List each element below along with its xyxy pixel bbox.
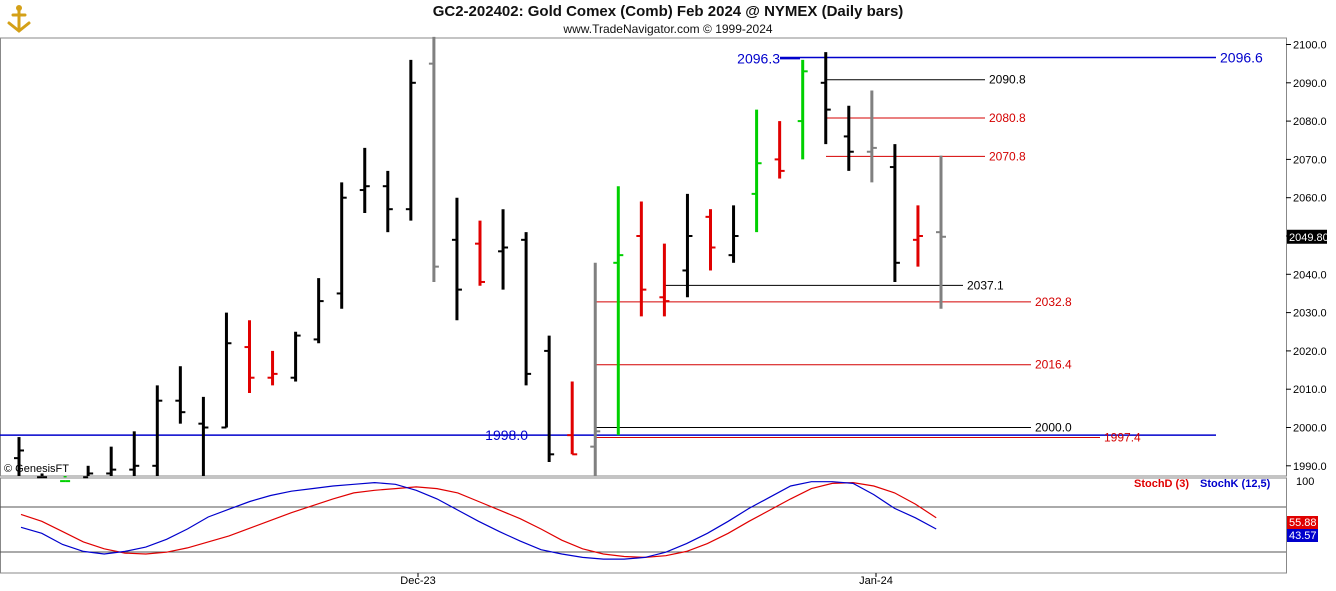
ohlc-bar: [866, 90, 877, 183]
stoch-last-label: 43.57: [1289, 530, 1317, 542]
price-tick-label: 1990.0: [1293, 461, 1327, 473]
price-level-label: 2070.8: [989, 149, 1026, 163]
ohlc-bar: [820, 52, 831, 145]
date-tick-label: Dec-23: [400, 575, 435, 587]
price-plot-border: [0, 37, 1287, 477]
ohlc-bar: [37, 473, 48, 479]
price-tick-label: 2080.0: [1293, 116, 1327, 128]
stoch-plot-border: [0, 477, 1287, 574]
chart-title: GC2-202402: Gold Comex (Comb) Feb 2024 @…: [432, 3, 904, 20]
ohlc-bar: [267, 350, 278, 386]
ohlc-bar: [889, 144, 900, 282]
ohlc-bar: [175, 366, 186, 424]
last-price-label: 2049.80: [1289, 232, 1329, 244]
ohlc-bar: [221, 312, 232, 429]
price-tick-label: 2020.0: [1293, 346, 1327, 358]
price-tick-label: 2100.0: [1293, 40, 1327, 52]
ohlc-bar: [336, 182, 347, 309]
date-tick-label: Jan-24: [859, 575, 893, 587]
ohlc-bar: [705, 209, 716, 271]
ohlc-bar: [590, 262, 601, 476]
price-tick-label: 2030.0: [1293, 308, 1327, 320]
price-level-label: 2016.4: [1035, 358, 1072, 372]
ohlc-bar: [475, 220, 485, 286]
stochastic-panel: 100 StochD (3) 55.88 StochK (12,5) 43.57: [0, 476, 1318, 560]
ohlc-bar: [936, 155, 946, 309]
price-tick-label: 2070.0: [1293, 154, 1327, 166]
ohlc-bar: [912, 205, 923, 267]
date-axis: Dec-23 Jan-24: [400, 573, 893, 587]
ohlc-bar: [498, 209, 509, 290]
stoch-last-box: [1287, 529, 1318, 542]
ohlc-bar: [313, 278, 324, 344]
chart-header: GC2-202402: Gold Comex (Comb) Feb 2024 @…: [0, 0, 1336, 36]
stoch-last-label: 55.88: [1289, 517, 1317, 529]
stoch-legend-label: StochD (3): [1134, 478, 1189, 490]
ohlc-bar: [843, 105, 854, 171]
stoch-k-line: [20, 481, 937, 560]
ohlc-bar: [751, 109, 762, 233]
ohlc-bar: [152, 385, 163, 476]
price-tick-label: 2040.0: [1293, 269, 1327, 281]
genesis-watermark: © GenesisFT: [4, 463, 69, 475]
ohlc-bar: [682, 193, 693, 298]
ohlc-bar: [636, 201, 647, 317]
price-level-label: 1997.4: [1104, 430, 1141, 444]
price-bars: [14, 36, 946, 483]
tradenavigator-logo-icon: [3, 3, 35, 40]
ohlc-bar: [129, 431, 140, 476]
stoch-d-line: [20, 481, 937, 559]
ohlc-bar: [359, 147, 370, 214]
ohlc-bar: [60, 476, 71, 483]
price-level-label: 1998.0: [485, 427, 528, 443]
ohlc-bar: [797, 59, 808, 160]
ohlc-bar: [428, 36, 439, 282]
price-level-label: 2090.8: [989, 73, 1026, 87]
last-price-box: [1287, 229, 1327, 244]
price-levels: 2096.6 2096.3 2090.8 2080.8 2070.8 2037.1 2032…: [0, 50, 1263, 444]
ohlc-bar: [451, 197, 462, 321]
ohlc-bar: [405, 59, 416, 221]
ohlc-bar: [106, 446, 117, 476]
price-level-label: 2096.6: [1220, 50, 1263, 66]
ohlc-bar: [613, 186, 624, 436]
stoch-tick-label: 100: [1296, 476, 1314, 488]
price-level-label: 2000.0: [1035, 421, 1072, 435]
price-axis: 1990.02000.02010.02020.02030.02040.02050…: [1286, 40, 1329, 473]
ohlc-bar: [382, 170, 393, 233]
ohlc-bar: [728, 205, 739, 263]
price-level-label: 2032.8: [1035, 295, 1072, 309]
ohlc-bar: [659, 243, 670, 317]
price-level-label: 2096.3: [737, 51, 780, 67]
ohlc-bar: [521, 232, 532, 386]
price-tick-label: 2090.0: [1293, 78, 1327, 90]
ohlc-bar: [244, 320, 255, 394]
ohlc-bar: [774, 121, 785, 179]
stoch-last-box: [1287, 516, 1318, 529]
chart-frame: [0, 37, 1287, 574]
ohlc-bar: [14, 437, 24, 476]
ohlc-bar: [544, 335, 555, 462]
ohlc-bar: [83, 465, 94, 479]
price-level-label: 2080.8: [989, 111, 1026, 125]
price-level-label: 2037.1: [967, 278, 1004, 292]
ohlc-bar: [567, 381, 578, 456]
price-tick-label: 2010.0: [1293, 384, 1327, 396]
chart-subtitle: www.TradeNavigator.com © 1999-2024: [563, 22, 773, 36]
ohlc-bar: [290, 331, 301, 382]
price-tick-label: 2060.0: [1293, 193, 1327, 205]
ohlc-bar: [198, 396, 209, 476]
price-tick-label: 2000.0: [1293, 423, 1327, 435]
stoch-legend-label: StochK (12,5): [1200, 478, 1271, 490]
